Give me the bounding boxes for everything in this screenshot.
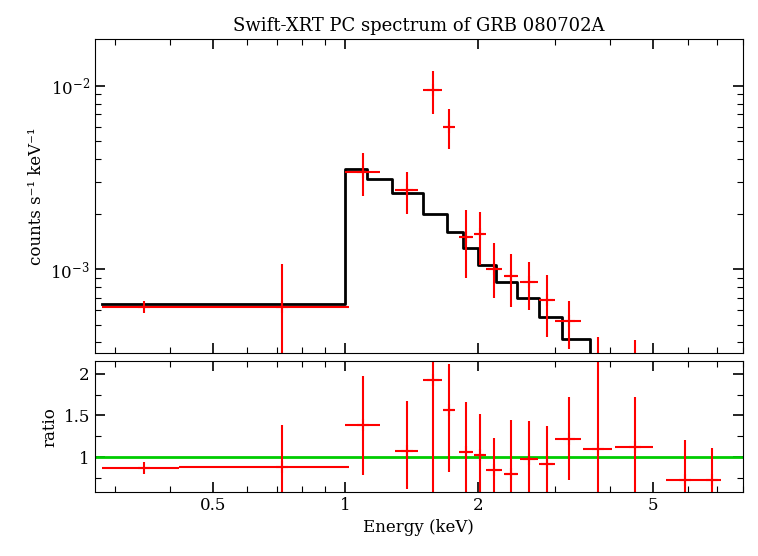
Title: Swift-XRT PC spectrum of GRB 080702A: Swift-XRT PC spectrum of GRB 080702A	[233, 17, 605, 34]
Y-axis label: ratio: ratio	[41, 407, 58, 446]
X-axis label: Energy (keV): Energy (keV)	[363, 519, 475, 537]
Y-axis label: counts s⁻¹ keV⁻¹: counts s⁻¹ keV⁻¹	[28, 127, 45, 265]
